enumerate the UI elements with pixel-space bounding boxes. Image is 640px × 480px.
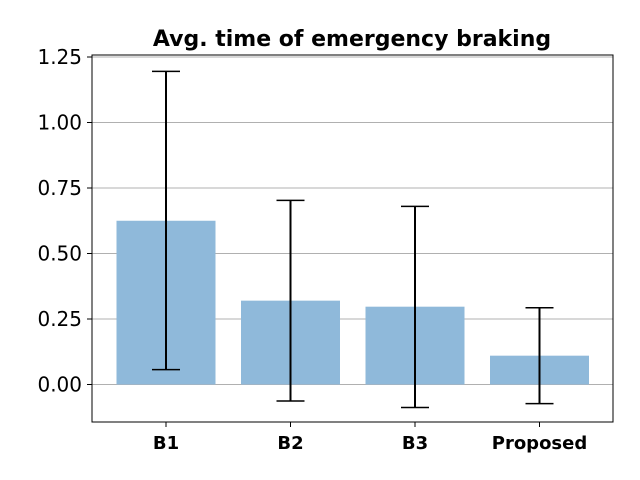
error-bars xyxy=(152,70,554,409)
y-tick-label: 1.25 xyxy=(37,45,82,69)
x-axis-ticks: B1 B2 B3 Proposed xyxy=(153,422,587,454)
y-tick-label: 0.50 xyxy=(37,242,82,266)
chart-title: Avg. time of emergency braking xyxy=(153,27,551,52)
y-axis-ticks: 0.00 0.25 0.50 0.75 1.00 1.25 xyxy=(37,45,92,397)
y-tick-label: 0.75 xyxy=(37,176,82,200)
x-tick-label: Proposed xyxy=(492,433,588,454)
y-tick-label: 0.25 xyxy=(37,307,82,331)
x-tick-label: B2 xyxy=(277,433,303,454)
bars xyxy=(116,220,589,385)
y-tick-label: 0.00 xyxy=(37,373,82,397)
y-tick-label: 1.00 xyxy=(37,111,82,135)
x-tick-label: B3 xyxy=(402,433,428,454)
plot-frame xyxy=(91,54,614,423)
x-tick-label: B1 xyxy=(153,433,179,454)
